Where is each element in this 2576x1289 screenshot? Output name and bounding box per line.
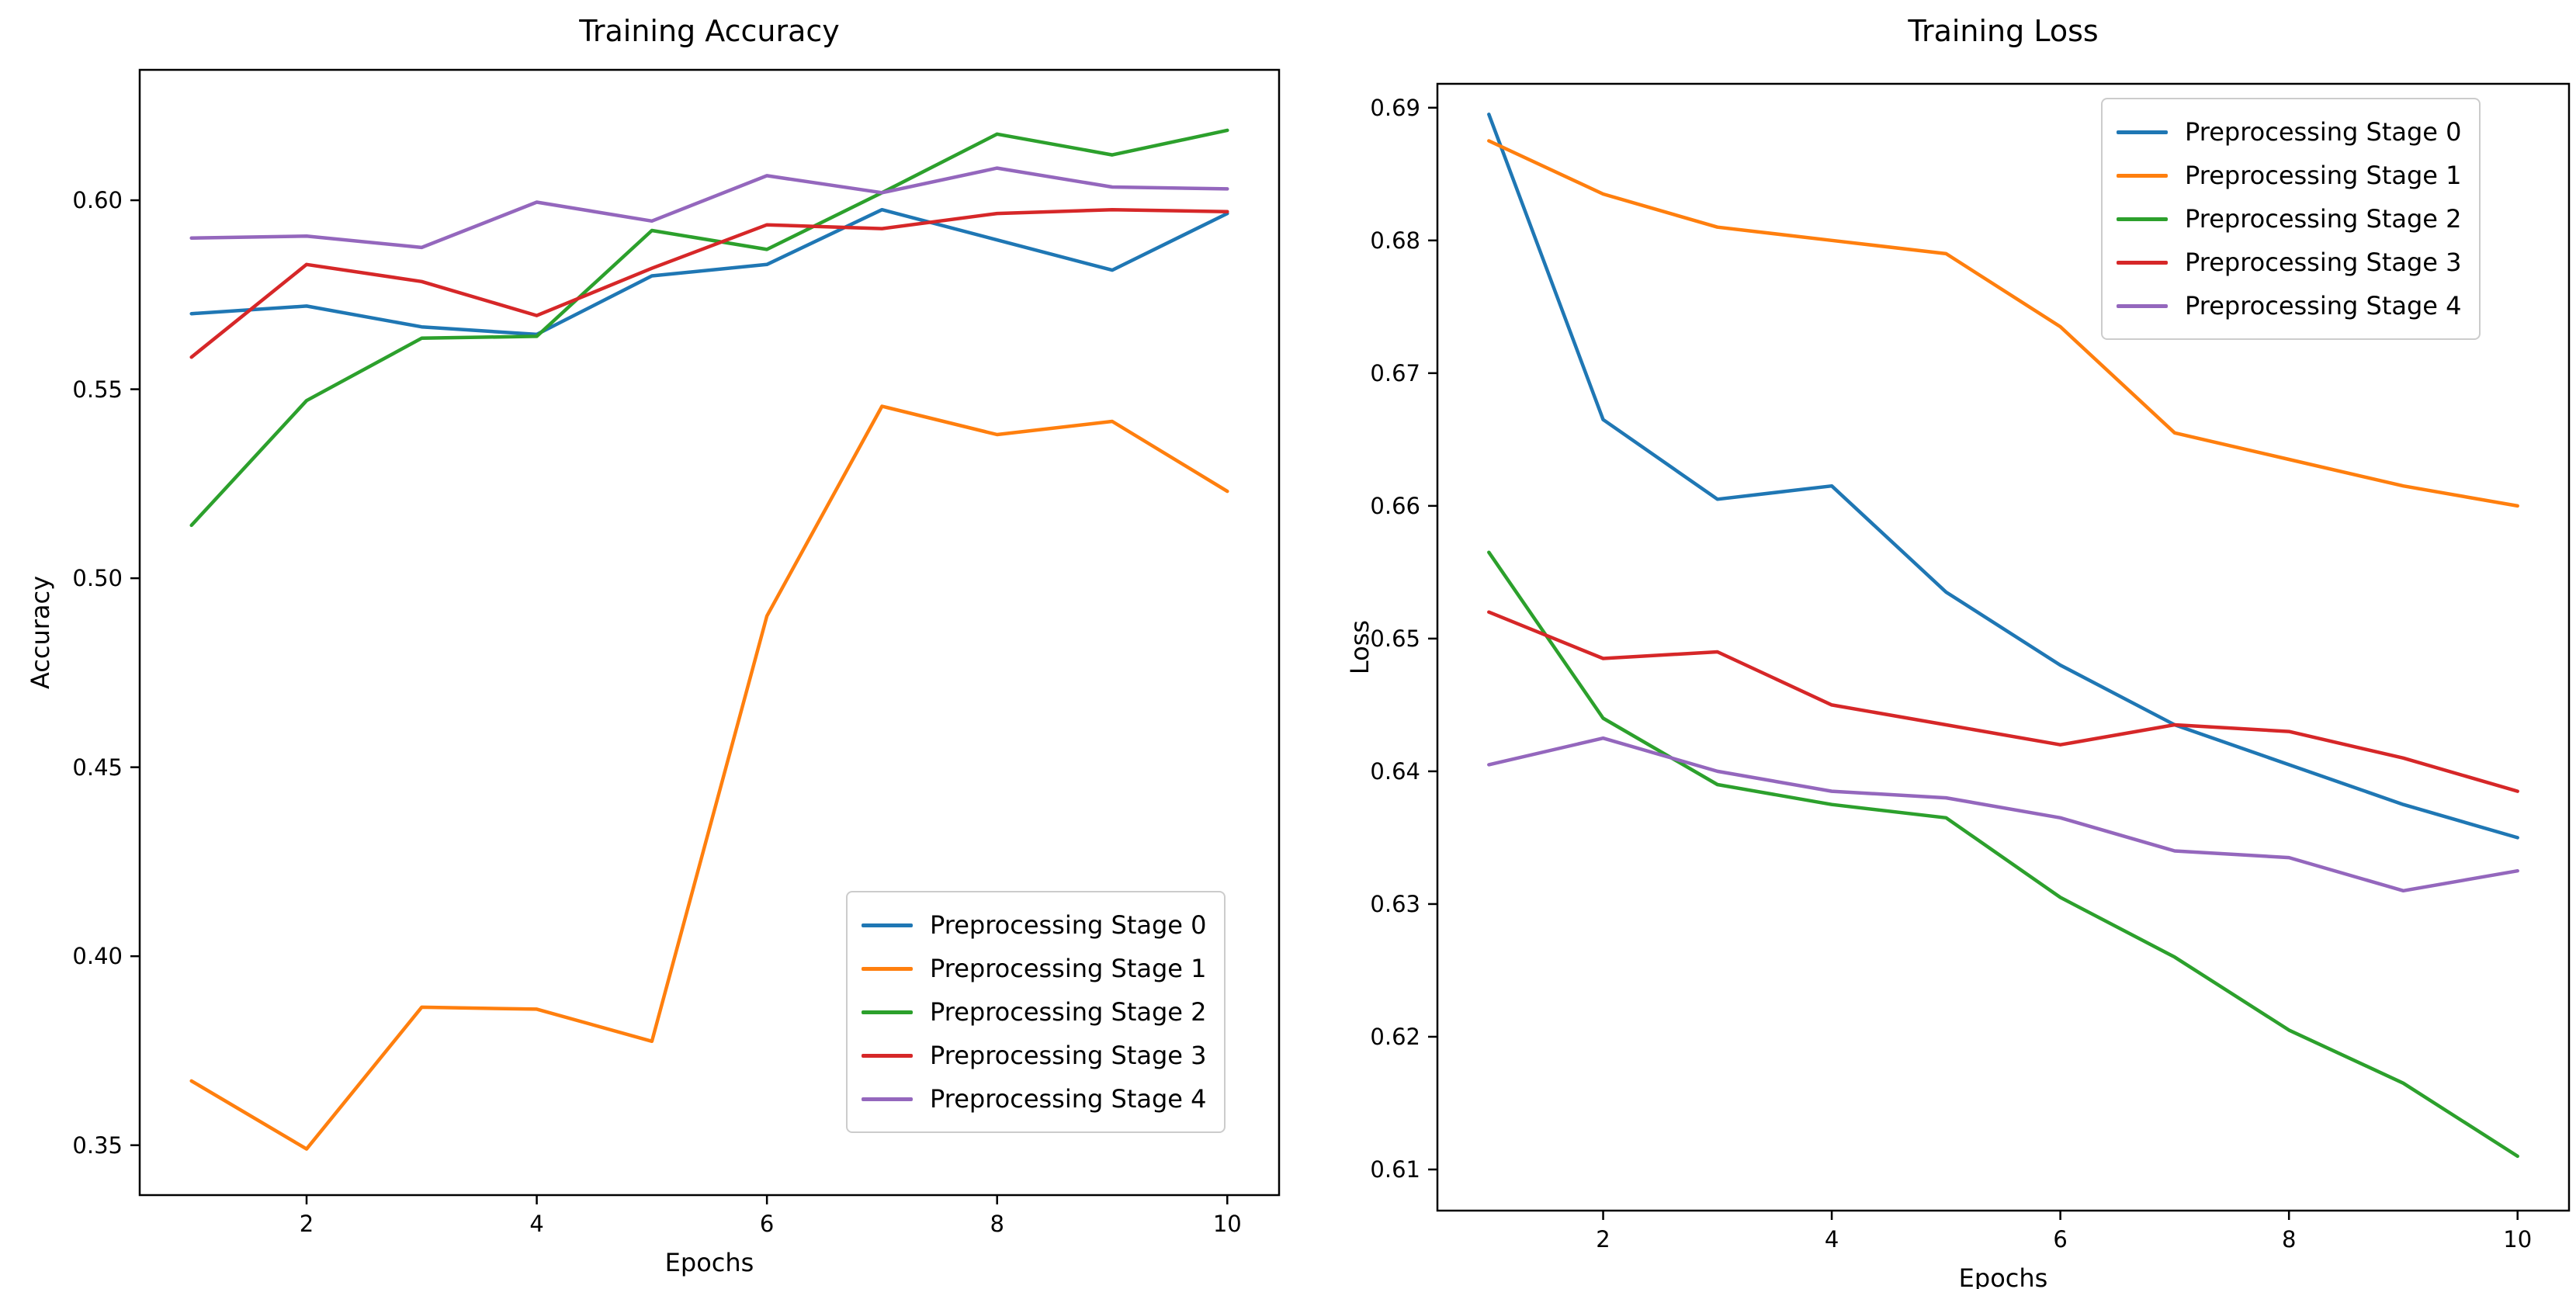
loss-ytick-label: 0.68: [1370, 227, 1420, 254]
loss-legend-line-swatch: [2117, 130, 2168, 134]
loss-axes-frame: [1436, 82, 2571, 1212]
loss-ytick-label: 0.67: [1370, 359, 1420, 386]
accuracy-legend-label: Preprocessing Stage 1: [930, 954, 1207, 983]
loss-legend-line-swatch: [2117, 303, 2168, 308]
loss-ytick-label: 0.65: [1370, 625, 1420, 652]
accuracy-legend-line-swatch: [862, 966, 913, 971]
accuracy-ytick-label: 0.45: [72, 754, 123, 781]
accuracy-legend-item-stage-2: Preprocessing Stage 2: [862, 990, 1207, 1034]
accuracy-yaxis-label: Accuracy: [26, 575, 55, 690]
accuracy-xaxis-label: Epochs: [664, 1248, 754, 1277]
loss-legend-line-swatch: [2117, 173, 2168, 178]
accuracy-legend-line-swatch: [862, 1010, 913, 1014]
accuracy-series-line-stage-4: [189, 166, 1229, 250]
accuracy-legend-label: Preprocessing Stage 2: [930, 997, 1207, 1027]
loss-ytick-label: 0.62: [1370, 1023, 1420, 1050]
accuracy-axes-frame: [138, 68, 1281, 1197]
accuracy-legend-line-swatch: [862, 923, 913, 927]
loss-ytick-label: 0.63: [1370, 890, 1420, 917]
accuracy-legend-label: Preprocessing Stage 0: [930, 910, 1207, 940]
accuracy-xtick-label: 4: [529, 1211, 544, 1237]
accuracy-series-line-stage-0: [189, 207, 1229, 337]
loss-legend-item-stage-0: Preprocessing Stage 0: [2117, 110, 2462, 154]
loss-legend-line-swatch: [2117, 260, 2168, 265]
accuracy-xtick-label: 2: [299, 1211, 314, 1237]
accuracy-legend-label: Preprocessing Stage 3: [930, 1041, 1207, 1070]
loss-legend: Preprocessing Stage 0 Preprocessing Stage…: [2101, 98, 2481, 340]
loss-series-line-stage-1: [1487, 139, 2519, 508]
loss-legend-label: Preprocessing Stage 2: [2185, 204, 2462, 234]
loss-legend-label: Preprocessing Stage 4: [2185, 291, 2462, 321]
loss-legend-line-swatch: [2117, 217, 2168, 221]
loss-ytick-label: 0.61: [1370, 1156, 1420, 1183]
loss-xtick-label: 10: [2503, 1226, 2533, 1253]
accuracy-legend-line-swatch: [862, 1097, 913, 1101]
loss-series-line-stage-4: [1487, 736, 2519, 893]
accuracy-chart-title: Training Accuracy: [579, 14, 840, 48]
accuracy-legend-line-swatch: [862, 1053, 913, 1058]
loss-legend-item-stage-1: Preprocessing Stage 1: [2117, 154, 2462, 197]
loss-series-line-stage-0: [1487, 113, 2519, 840]
loss-chart-title: Training Loss: [1908, 14, 2099, 48]
loss-xtick-label: 6: [2053, 1226, 2068, 1253]
accuracy-ytick-label: 0.55: [72, 376, 123, 403]
accuracy-legend-item-stage-3: Preprocessing Stage 3: [862, 1034, 1207, 1077]
accuracy-xtick-label: 8: [990, 1211, 1004, 1237]
loss-legend-item-stage-3: Preprocessing Stage 3: [2117, 241, 2462, 284]
accuracy-legend-label: Preprocessing Stage 4: [930, 1084, 1207, 1114]
loss-xtick-label: 8: [2281, 1226, 2297, 1253]
accuracy-legend-item-stage-4: Preprocessing Stage 4: [862, 1077, 1207, 1121]
accuracy-ytick-label: 0.50: [72, 565, 123, 592]
loss-xtick-label: 2: [1596, 1226, 1610, 1253]
accuracy-series-line-stage-2: [189, 128, 1229, 528]
accuracy-legend: Preprocessing Stage 0 Preprocessing Stage…: [846, 891, 1226, 1133]
loss-ytick-label: 0.66: [1370, 492, 1420, 519]
accuracy-legend-item-stage-1: Preprocessing Stage 1: [862, 947, 1207, 990]
loss-legend-label: Preprocessing Stage 0: [2185, 117, 2462, 147]
loss-legend-item-stage-4: Preprocessing Stage 4: [2117, 284, 2462, 327]
loss-series-line-stage-3: [1487, 610, 2519, 793]
accuracy-series-line-stage-1: [189, 404, 1229, 1151]
accuracy-legend-item-stage-0: Preprocessing Stage 0: [862, 903, 1207, 947]
loss-xtick-label: 4: [1824, 1226, 1839, 1253]
accuracy-series-line-stage-3: [189, 207, 1229, 359]
accuracy-ytick-label: 0.60: [72, 187, 123, 214]
loss-series-line-stage-2: [1487, 550, 2519, 1159]
loss-legend-label: Preprocessing Stage 1: [2185, 161, 2462, 190]
accuracy-xtick-label: 10: [1212, 1211, 1242, 1237]
accuracy-ytick-label: 0.40: [72, 943, 123, 970]
loss-ytick-label: 0.69: [1370, 94, 1420, 121]
accuracy-xtick-label: 6: [759, 1211, 775, 1237]
loss-xaxis-label: Epochs: [1958, 1263, 2048, 1289]
loss-ytick-label: 0.64: [1370, 757, 1420, 785]
loss-legend-item-stage-2: Preprocessing Stage 2: [2117, 197, 2462, 241]
loss-legend-label: Preprocessing Stage 3: [2185, 248, 2462, 277]
accuracy-ytick-label: 0.35: [72, 1131, 123, 1159]
